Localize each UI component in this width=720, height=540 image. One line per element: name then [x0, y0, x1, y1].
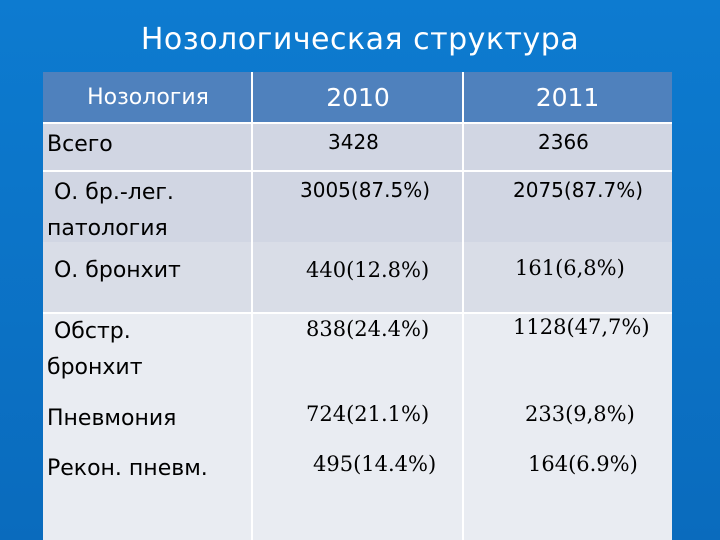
row-label-acute-bronchopulmonary-line2: патология: [47, 216, 168, 241]
header-2011: 2011: [535, 82, 600, 112]
row-label-obstructive-bronchitis: Обстр.: [47, 319, 131, 344]
header-2010: 2010: [326, 82, 390, 112]
cell-2011-obstructive-bronchitis: 1128(47,7%): [513, 315, 650, 339]
cell-2010-acute-bronchitis: 440(12.8%): [306, 258, 430, 282]
row-band: [43, 122, 672, 242]
cell-2011-recurrent-pneumonia: 164(6.9%): [528, 452, 638, 476]
table-header: Нозология 2010 2011: [43, 72, 672, 122]
row-label-acute-bronchitis: О. бронхит: [47, 258, 181, 283]
cell-2011-total: 2366: [538, 130, 589, 154]
cell-2011-acute-bronchopulmonary: 2075(87.7%): [513, 178, 644, 202]
cell-2011-acute-bronchitis: 161(6,8%): [515, 256, 625, 280]
cell-2010-acute-bronchopulmonary: 3005(87.5%): [300, 178, 431, 202]
cell-2011-pneumonia: 233(9,8%): [525, 402, 635, 426]
cell-2010-pneumonia: 724(21.1%): [306, 402, 430, 426]
slide-title: Нозологическая структура: [140, 22, 580, 57]
column-divider: [462, 72, 464, 540]
header-nosology: Нозология: [87, 84, 209, 110]
cell-2010-recurrent-pneumonia: 495(14.4%): [313, 452, 437, 476]
row-divider: [43, 312, 672, 314]
row-divider: [43, 122, 672, 124]
row-band: [43, 312, 672, 540]
row-label-obstructive-bronchitis-line2: бронхит: [47, 355, 143, 380]
row-label-total: Всего: [47, 132, 113, 157]
cell-2010-obstructive-bronchitis: 838(24.4%): [306, 317, 430, 341]
row-divider: [43, 170, 672, 172]
row-band: [43, 242, 672, 312]
column-divider: [251, 72, 253, 540]
row-label-recurrent-pneumonia: Рекон. пневм.: [47, 456, 208, 481]
row-label-acute-bronchopulmonary: О. бр.-лег.: [47, 180, 174, 205]
nosology-table: Нозология 2010 2011 Всего О. бр.-лег. па…: [43, 72, 672, 540]
cell-2010-total: 3428: [328, 130, 379, 154]
row-label-pneumonia: Пневмония: [47, 406, 177, 431]
